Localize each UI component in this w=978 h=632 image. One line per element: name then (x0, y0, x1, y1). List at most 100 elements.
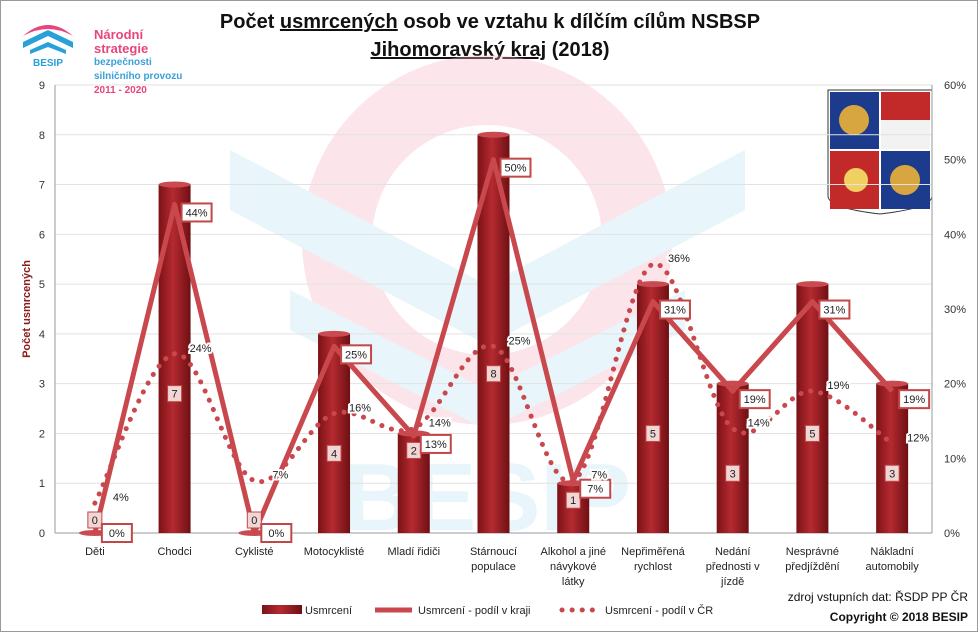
y2-tick-label: 20% (944, 379, 966, 391)
kraj-label: 19% (738, 389, 771, 410)
cr-label: 36% (668, 253, 690, 265)
bar-value-box (884, 464, 900, 482)
x-tick-label: předjíždění (785, 561, 839, 573)
y-axis-title: Počet usmrcených (21, 260, 33, 358)
chart-title: Počet usmrcených osob ve vztahu k dílčím… (200, 8, 780, 64)
cr-label: 7% (591, 470, 607, 482)
data-source: zdroj vstupních dat: ŘSDP PP ČR (787, 590, 968, 604)
x-tick-label: Mladí řidiči (387, 546, 440, 558)
kraj-label-box (818, 299, 851, 320)
x-tick-label: přednosti v (706, 561, 760, 573)
copyright: Copyright © 2018 BESIP (829, 610, 968, 624)
bar-value-label: 5 (645, 424, 661, 442)
bar-top (636, 281, 669, 288)
logo-line-4: 2011 - 2020 (94, 85, 147, 96)
kraj-label-text: 31% (664, 305, 686, 317)
kraj-label: 31% (658, 299, 691, 320)
kraj-label-text: 31% (823, 305, 845, 317)
bar-9 (796, 284, 829, 533)
bar-value-text: 0 (251, 515, 257, 527)
bar-value-text: 2 (411, 445, 417, 457)
x-tick-label: Stárnoucí (470, 546, 517, 558)
y-tick-label: 6 (39, 229, 45, 241)
bar-value-box (486, 365, 501, 383)
bar-value-label: 7 (167, 385, 183, 403)
y2-tick-label: 50% (944, 155, 966, 167)
y-tick-label: 1 (39, 478, 45, 490)
legend-bar-label: Usmrcení (305, 605, 352, 617)
kraj-label-text: 7% (587, 484, 603, 496)
line-series-kraj (92, 157, 895, 536)
y-tick-label: 7 (39, 180, 45, 192)
kraj-label-text: 13% (425, 439, 447, 451)
bar-value-box (804, 424, 820, 442)
legend-line-label: Usmrcení - podíl v kraji (418, 605, 530, 617)
kraj-label-box (260, 523, 293, 543)
cr-label: 7% (272, 470, 288, 482)
bar-value-label: 1 (565, 491, 581, 509)
bar-top (796, 281, 829, 288)
cr-label: 12% (907, 432, 929, 444)
x-tick-label: Chodci (157, 546, 191, 558)
y2-tick-label: 60% (944, 80, 966, 92)
bar-value-box (725, 464, 741, 482)
y2-tick-label: 30% (944, 304, 966, 316)
x-tick-label: automobily (866, 561, 920, 573)
bar-value-text: 0 (92, 515, 98, 527)
logo-line-1: Národní strategie (94, 27, 149, 56)
legend-dotted-label: Usmrcení - podíl v ČR (605, 604, 713, 617)
y2-tick-label: 10% (944, 453, 966, 465)
bar-value-label: 3 (884, 464, 900, 482)
cr-label: 24% (190, 343, 212, 355)
bar-value-box (326, 444, 342, 462)
bar-value-text: 7 (172, 389, 178, 401)
kraj-label: 0% (100, 523, 133, 543)
kraj-label-box (898, 389, 931, 410)
kraj-label-text: 19% (903, 394, 925, 406)
kraj-label: 50% (499, 157, 532, 178)
kraj-label-box (499, 157, 532, 178)
bar-top (318, 330, 351, 337)
y2-tick-label: 40% (944, 229, 966, 241)
x-tick-label: Nedání (715, 546, 750, 558)
kraj-label-box (579, 478, 612, 499)
bar-value-text: 4 (331, 448, 337, 460)
cr-label: 14% (429, 417, 451, 429)
y-tick-label: 2 (39, 428, 45, 440)
y-tick-label: 3 (39, 379, 45, 391)
kraj-label-text: 44% (186, 207, 208, 219)
kraj-label-box (738, 389, 771, 410)
cr-label: 16% (349, 403, 371, 415)
line-series-cr (92, 261, 895, 506)
bar-value-label: 0 (87, 511, 103, 529)
kraj-label: 0% (260, 523, 293, 543)
x-tick-label: Nesprávné (786, 546, 839, 558)
bar-top (158, 181, 191, 188)
bar-value-box (565, 491, 581, 509)
bar-value-label: 4 (326, 444, 342, 462)
kraj-label: 31% (818, 299, 851, 320)
x-tick-label: rychlost (634, 561, 672, 573)
bar-value-label: 2 (406, 441, 422, 459)
bar-value-text: 3 (889, 468, 895, 480)
bar-value-box (645, 424, 661, 442)
legend-bar-swatch (262, 605, 302, 614)
title-part-2: usmrcených (279, 11, 398, 33)
kraj-label-text: 19% (744, 394, 766, 406)
kraj-label-box (100, 523, 133, 543)
title-year: (2018) (546, 39, 610, 61)
y-tick-label: 5 (39, 279, 45, 291)
kraj-label: 19% (898, 389, 931, 410)
x-tick-label: Nepřiměřená (621, 546, 685, 558)
bar-value-box (87, 511, 103, 529)
kraj-label: 44% (180, 202, 213, 223)
x-tick-label: látky (562, 576, 585, 588)
x-tick-label: Motocyklisté (304, 546, 365, 558)
bar-value-label: 5 (804, 424, 820, 442)
coat-of-arms-icon (827, 89, 933, 215)
bar-value-text: 5 (650, 428, 656, 440)
bar-value-text: 8 (490, 369, 496, 381)
x-tick-label: jízdě (720, 576, 744, 588)
bar-value-box (167, 385, 183, 403)
